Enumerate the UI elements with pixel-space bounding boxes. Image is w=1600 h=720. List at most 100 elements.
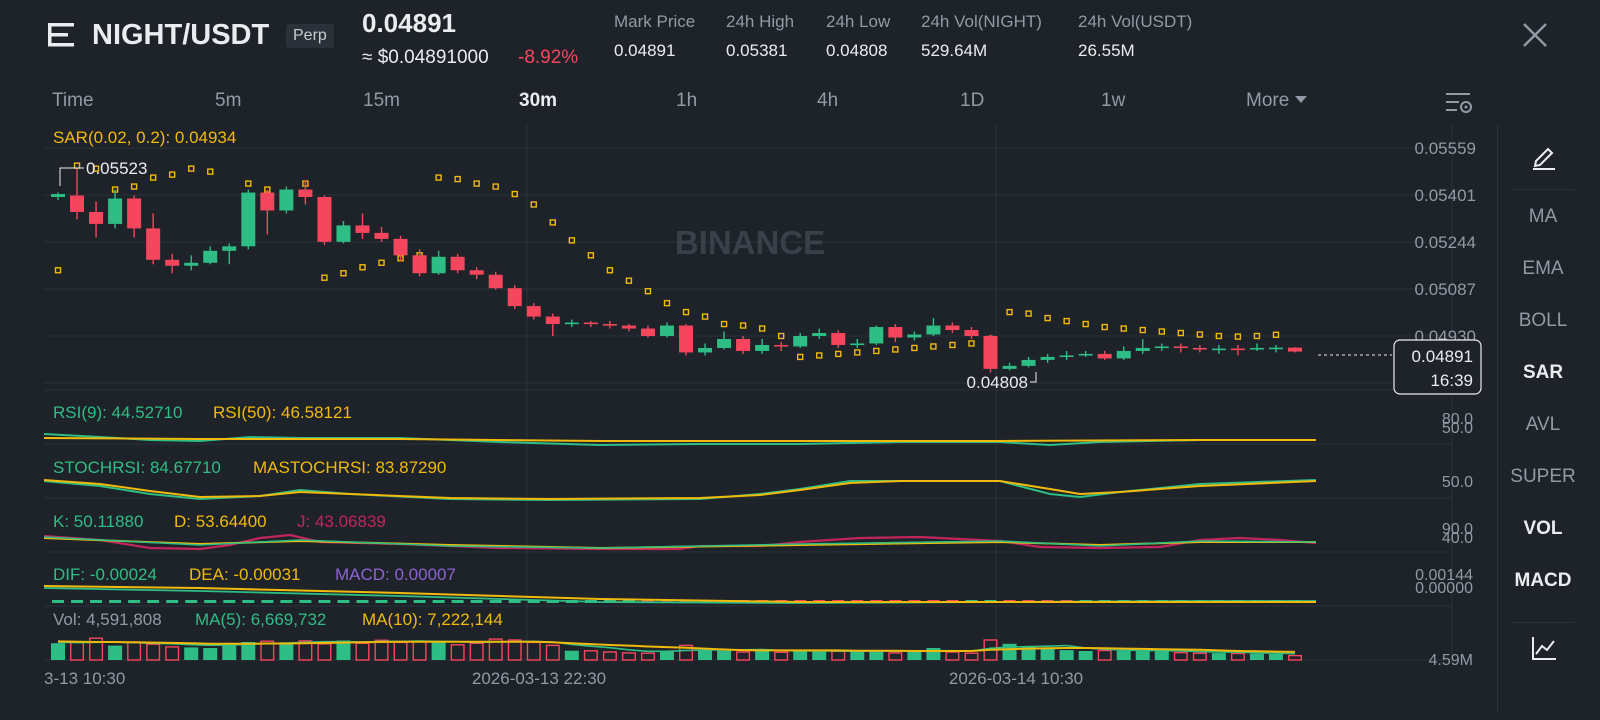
- sar-dot: [682, 308, 690, 316]
- volume-bar: [431, 641, 446, 660]
- interval-30m[interactable]: 30m: [519, 90, 558, 111]
- sar-dot: [530, 201, 537, 208]
- candle-body: [146, 228, 161, 260]
- candle-body: [812, 333, 827, 336]
- sar-dot: [720, 320, 728, 328]
- candle-body: [355, 225, 370, 233]
- sar-dot: [968, 340, 975, 347]
- stochrsi-legend: STOCHRSI: 84.67710: [53, 458, 221, 477]
- volume-bar: [1268, 654, 1283, 660]
- candle-body: [964, 330, 979, 336]
- draw-pencil-icon[interactable]: [1530, 142, 1558, 170]
- interval-5m[interactable]: 5m: [215, 90, 242, 111]
- sar-dot: [1025, 310, 1032, 317]
- candle-body: [1154, 346, 1169, 349]
- candle-body: [70, 195, 85, 212]
- more-intervals-dropdown[interactable]: More: [1246, 90, 1308, 112]
- volume-bar: [755, 649, 770, 660]
- volume-bar: [869, 650, 884, 660]
- candle-body: [545, 316, 560, 325]
- sar-dot: [1101, 323, 1108, 331]
- volume-bar: [602, 651, 617, 661]
- indicator-chart-icon[interactable]: [1530, 634, 1558, 662]
- price-tick: 0.05244: [1415, 233, 1476, 252]
- sar-dot: [1215, 332, 1223, 340]
- volume-bar: [1040, 648, 1055, 660]
- candle-body: [89, 211, 104, 224]
- volume-bar: [1116, 650, 1131, 660]
- candles: [51, 168, 1302, 373]
- sar-dot: [149, 174, 157, 181]
- indicator-super[interactable]: SUPER: [1510, 466, 1576, 487]
- candle-body: [1192, 347, 1207, 350]
- candle-body: [1249, 347, 1264, 350]
- macd-bar: [299, 600, 312, 603]
- close-icon[interactable]: [1522, 22, 1548, 48]
- macd-bar: [527, 600, 540, 603]
- volume-bar: [545, 644, 560, 661]
- sar-dot: [568, 237, 576, 244]
- interval-1d[interactable]: 1D: [960, 90, 985, 111]
- volume-bar: [1135, 651, 1150, 660]
- stat-24h-vol-usdt: 24h Vol(USDT) 26.55M: [1078, 12, 1192, 61]
- interval-time[interactable]: Time: [52, 90, 94, 111]
- volume-bar: [1097, 649, 1112, 661]
- volume-bar: [317, 643, 332, 661]
- countdown-tag: 16:39: [1430, 371, 1473, 390]
- macd-bar: [451, 600, 464, 603]
- rsi50-legend: RSI(50): 46.58121: [213, 403, 352, 422]
- volume-bar: [241, 642, 256, 660]
- indicator-vol[interactable]: VOL: [1523, 518, 1563, 539]
- sar-dot: [54, 267, 62, 274]
- candle-body: [203, 250, 218, 263]
- volume-bar: [450, 644, 465, 661]
- sar-legend: SAR(0.02, 0.2): 0.04934: [53, 128, 236, 147]
- indicator-ema[interactable]: EMA: [1522, 258, 1564, 279]
- indicator-boll[interactable]: BOLL: [1518, 310, 1568, 331]
- indicator-macd[interactable]: MACD: [1514, 570, 1572, 591]
- sar-dot: [435, 174, 442, 181]
- panel-divider: [1512, 622, 1574, 623]
- macd-bar: [52, 600, 64, 603]
- volume-bar: [222, 645, 237, 660]
- volume-bar: [583, 650, 598, 661]
- macd-bar: [337, 600, 350, 603]
- menu-icon[interactable]: [48, 21, 78, 49]
- volume-bar: [184, 647, 199, 660]
- indicator-ma[interactable]: MA: [1528, 206, 1558, 227]
- candle-body: [1116, 350, 1131, 359]
- candle-body: [298, 189, 313, 198]
- stat-label: 24h Vol(USDT): [1078, 12, 1193, 31]
- candle-body: [450, 256, 465, 271]
- candle-body: [831, 333, 846, 345]
- stat-24h-high: 24h High 0.05381: [726, 12, 794, 61]
- candle-body: [108, 198, 123, 224]
- stat-24h-vol-night: 24h Vol(NIGHT) 529.64M: [921, 12, 1042, 61]
- candle-body: [222, 246, 237, 251]
- indicator-panel: MA EMA BOLL SAR AVL SUPER VOL MACD: [1497, 124, 1587, 714]
- volume-bar: [1021, 646, 1036, 660]
- macd-bar: [508, 600, 521, 603]
- indicator-avl[interactable]: AVL: [1525, 414, 1561, 435]
- candlestick-chart[interactable]: BINANCE 0.05559 0.05401 0.05244 0.05087 …: [0, 124, 1490, 720]
- candle-body: [260, 192, 275, 211]
- symbol-title[interactable]: NIGHT/USDT: [92, 19, 270, 51]
- sar-dot: [378, 259, 385, 266]
- sar-dot: [1253, 332, 1261, 340]
- interval-1h[interactable]: 1h: [676, 90, 698, 111]
- sar-dot: [930, 343, 937, 350]
- volume-bar: [336, 640, 351, 660]
- sar-dot: [473, 180, 480, 187]
- sar-dot: [663, 299, 671, 307]
- candle-body: [793, 336, 808, 347]
- stat-mark-price: Mark Price 0.04891: [614, 12, 695, 61]
- candle-body: [679, 325, 694, 353]
- interval-1w[interactable]: 1w: [1101, 90, 1126, 111]
- interval-4h[interactable]: 4h: [817, 90, 839, 111]
- indicator-sar[interactable]: SAR: [1522, 362, 1564, 383]
- mastochrsi-legend: MASTOCHRSI: 83.87290: [253, 458, 446, 477]
- interval-15m[interactable]: 15m: [363, 90, 400, 111]
- caret-down-icon: [1295, 96, 1308, 103]
- sar-dot: [587, 252, 595, 259]
- chart-settings-icon[interactable]: [1445, 90, 1473, 116]
